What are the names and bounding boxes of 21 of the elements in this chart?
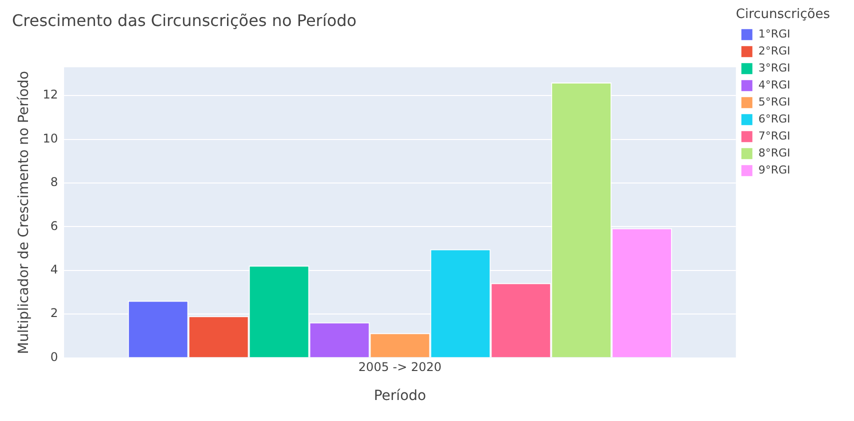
legend-label: 4°RGI: [758, 78, 790, 92]
y-tick-label: 8: [50, 175, 58, 190]
y-tick-label: 4: [50, 262, 58, 277]
x-axis-title: Período: [374, 388, 426, 404]
legend-label: 2°RGI: [758, 44, 790, 58]
legend-label: 3°RGI: [758, 61, 790, 74]
legend-label: 9°RGI: [758, 163, 790, 176]
y-tick-label: 0: [50, 350, 58, 364]
x-tick-label: 2005 -> 2020: [358, 360, 442, 374]
y-tick-label: 10: [42, 131, 58, 146]
legend-label: 6°RGI: [758, 112, 790, 126]
legend-label: 5°RGI: [758, 95, 790, 108]
legend-label: 7°RGI: [758, 129, 790, 142]
y-tick-label: 2: [50, 306, 58, 320]
legend-label: 8°RGI: [758, 146, 790, 160]
chart-title: Crescimento das Circunscrições no Período: [12, 10, 357, 30]
y-tick-label: 12: [42, 88, 58, 102]
legend-label: 1°RGI: [758, 27, 790, 40]
legend-title: Circunscrições: [736, 6, 830, 22]
y-axis-title: Multiplicador de Crescimento no Período: [16, 70, 32, 354]
y-tick-label: 6: [50, 218, 58, 233]
